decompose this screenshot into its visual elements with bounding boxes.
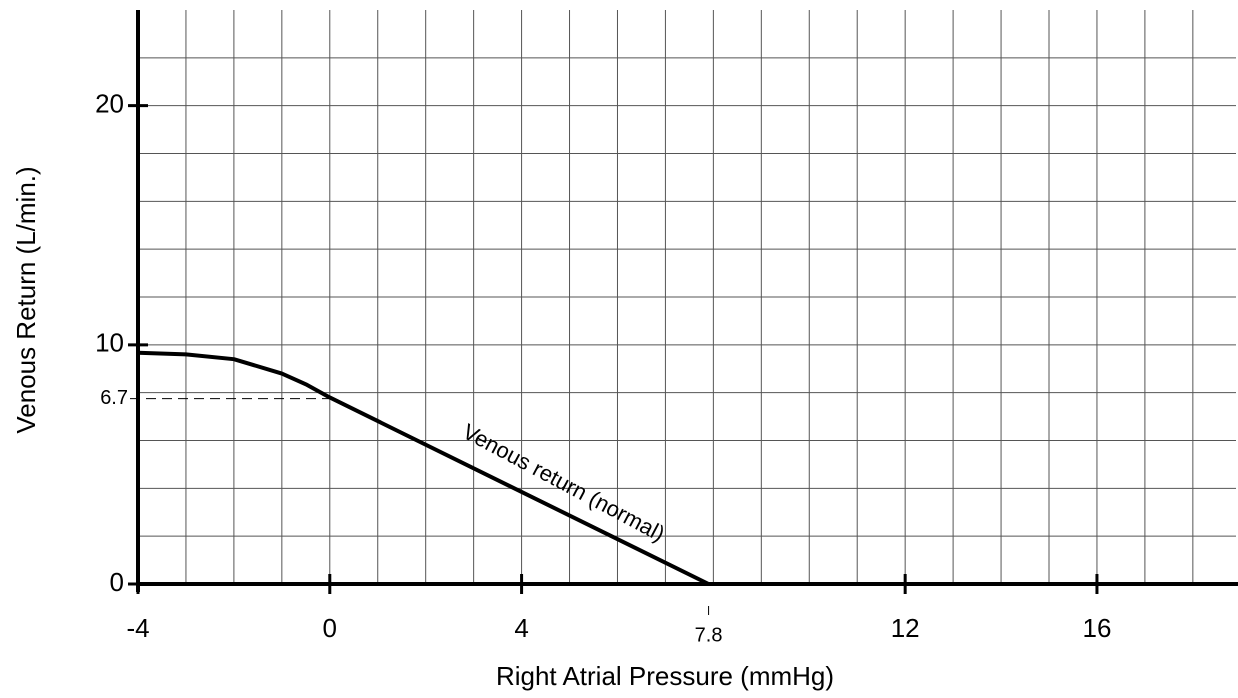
- x-tick-label: 4: [514, 613, 528, 643]
- y-axis-label: Venous Return (L/min.): [11, 166, 41, 433]
- y-tick-label: 10: [95, 328, 124, 358]
- x-tick-label: 16: [1082, 613, 1111, 643]
- annotation-label: 6.7: [100, 387, 128, 409]
- x-tick-label: -4: [126, 613, 149, 643]
- x-axis-label: Right Atrial Pressure (mmHg): [496, 661, 834, 691]
- x-tick-label: 12: [891, 613, 920, 643]
- x-tick-label: 0: [323, 613, 337, 643]
- annotation-label: 7.8: [695, 624, 723, 646]
- series-label: Venous return (normal): [459, 419, 669, 547]
- y-tick-label: 0: [110, 567, 124, 597]
- y-tick-label: 20: [95, 89, 124, 119]
- line: [137, 350, 710, 586]
